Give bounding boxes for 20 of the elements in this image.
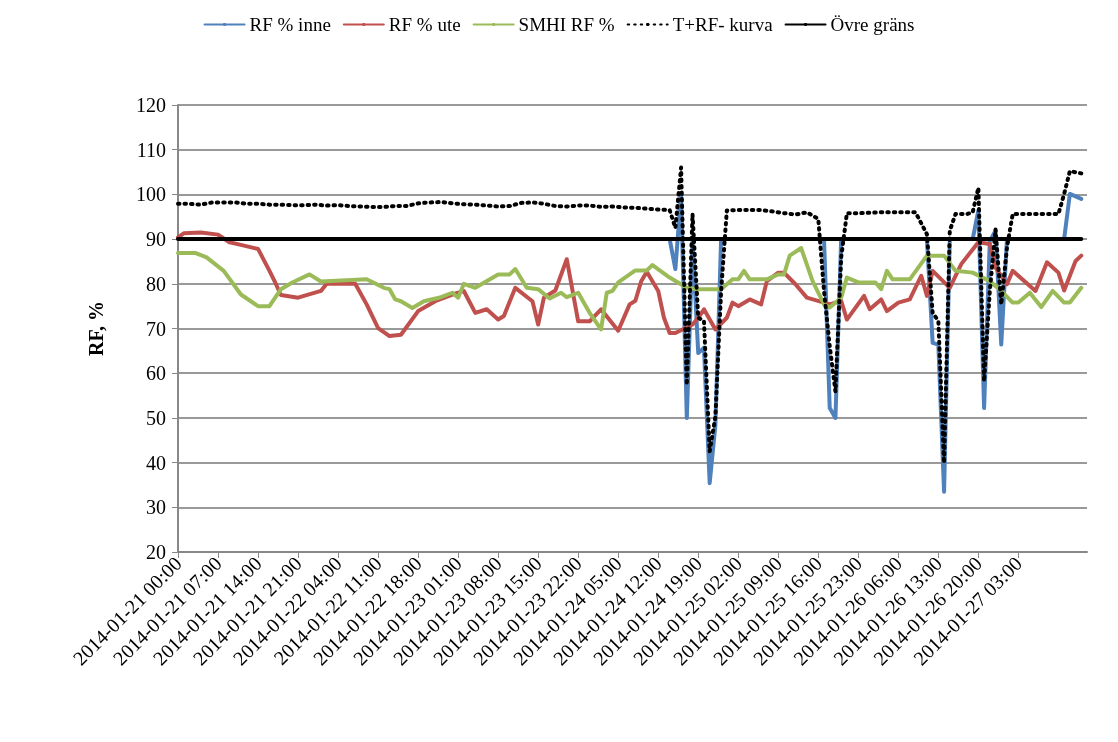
legend-label: RF % inne	[249, 14, 331, 35]
line-series	[176, 165, 1084, 466]
y-tick-label: 50	[146, 406, 166, 429]
y-tick-label: 70	[146, 317, 166, 340]
line-series	[176, 246, 1084, 332]
y-tick-label: 20	[146, 541, 166, 563]
y-tick-label: 110	[136, 138, 166, 161]
y-tick-label: 30	[146, 496, 166, 519]
y-tick-label: 100	[136, 183, 166, 206]
y-tick-label: 90	[146, 228, 166, 251]
legend-label: SMHI RF %	[518, 14, 615, 35]
legend-label: T+RF- kurva	[672, 14, 774, 35]
y-tick-label: 60	[146, 362, 166, 385]
line-series	[176, 230, 1084, 339]
legend-label: Övre gräns	[830, 14, 915, 35]
y-axis-title: RF, %	[85, 301, 107, 356]
y-tick-label: 40	[146, 451, 166, 474]
y-tick-label: 120	[136, 94, 166, 116]
y-tick-label: 80	[146, 272, 166, 295]
legend-label: RF % ute	[388, 14, 461, 35]
